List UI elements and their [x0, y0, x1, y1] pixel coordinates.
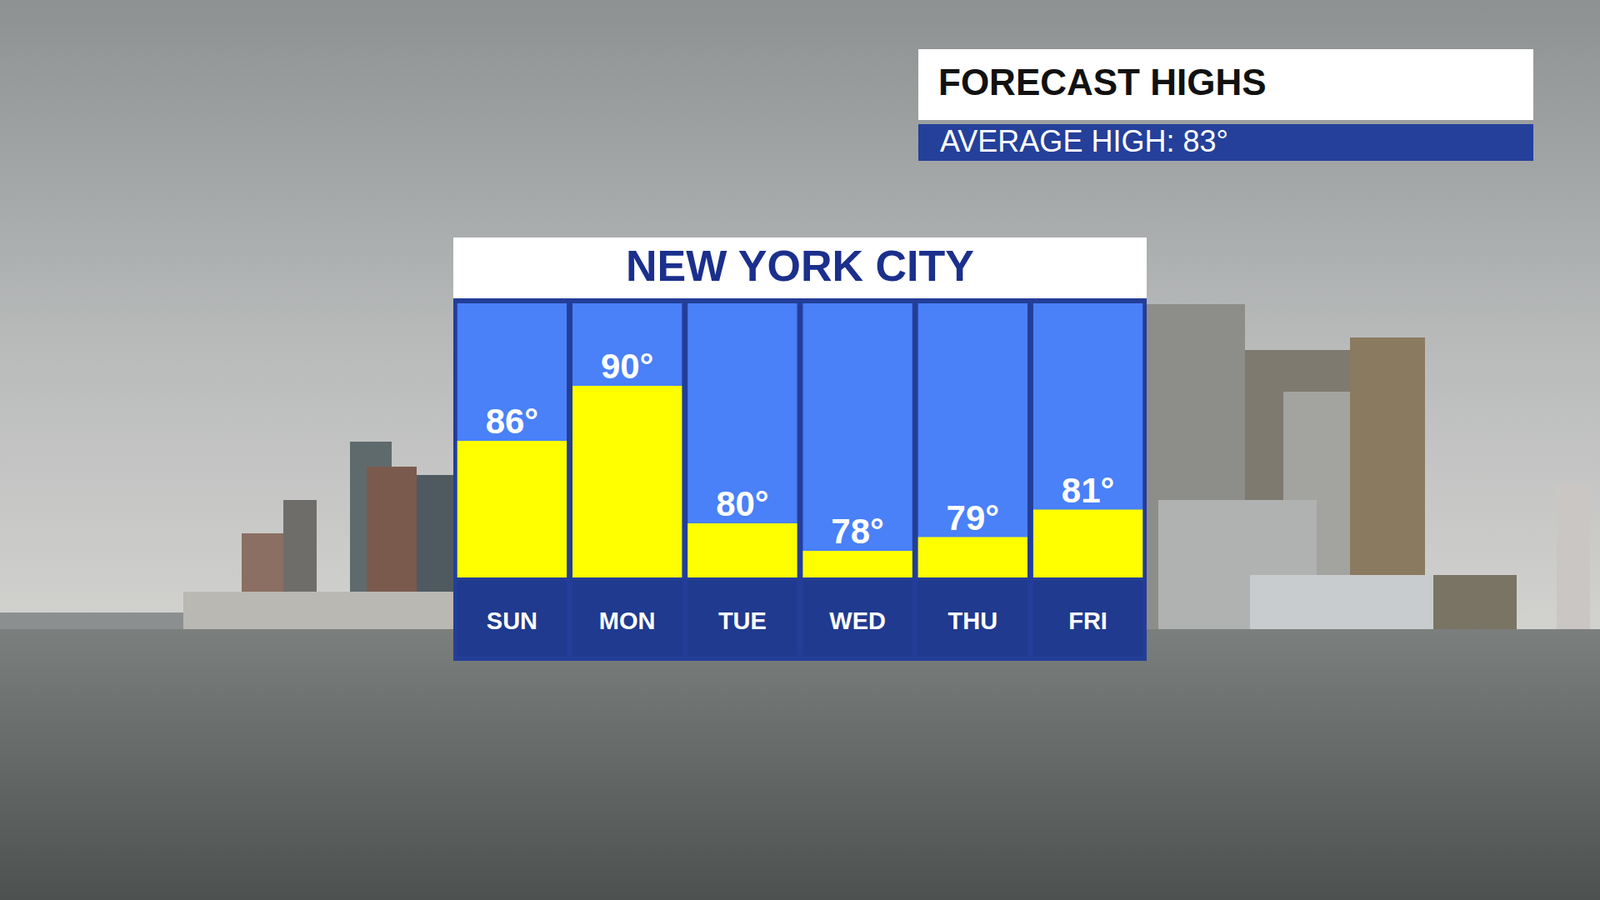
building [183, 591, 459, 634]
x-tick-label: MON [599, 607, 656, 635]
y-axis-line [454, 304, 457, 580]
label-cell [457, 580, 567, 656]
x-tick-label: TUE [718, 607, 767, 635]
bar [457, 440, 567, 579]
label-cell [1033, 580, 1143, 656]
label-cell [918, 580, 1028, 656]
x-tick: TUE [718, 578, 767, 635]
label-cells [457, 580, 1143, 656]
x-tick-label: THU [948, 607, 999, 635]
data-labels: 86° 90° 80° 78° 79° 81° [485, 346, 1115, 551]
x-tick: SUN [486, 578, 538, 635]
bar [1033, 510, 1143, 580]
title-box [453, 237, 1147, 299]
bar [687, 523, 797, 579]
data-label: 90° [600, 346, 655, 386]
bar [802, 550, 912, 579]
annotation: AVERAGE HIGH: 83° [940, 124, 1229, 159]
data-label: 81° [1061, 470, 1115, 510]
column-background [457, 303, 567, 579]
column-background [918, 303, 1028, 579]
label-cell [687, 580, 797, 656]
title: NEW YORK CITY [625, 241, 975, 290]
x-tick: FRI [1068, 578, 1108, 635]
data-label: 79° [946, 498, 1000, 538]
x-tick: WED [829, 578, 886, 635]
building [1556, 483, 1590, 634]
column-background [572, 303, 682, 579]
x-tick: THU [948, 578, 999, 635]
subtitle-box [918, 49, 1534, 120]
x-axis-line [455, 577, 1146, 580]
background [0, 0, 1600, 900]
x-tick-label: WED [829, 607, 886, 635]
annotation-band [918, 124, 1534, 161]
y-axis [455, 304, 456, 580]
x-axis: SUN MON TUE WED THU FRI [455, 578, 1146, 635]
label-cell [572, 580, 682, 656]
column-background [802, 303, 912, 579]
chart-root: FORECAST HIGHS AVERAGE HIGH: 83° NEW YORK … [0, 0, 1600, 900]
column-background [1033, 303, 1143, 579]
x-tick-label: SUN [486, 607, 538, 635]
bar [918, 537, 1028, 580]
panel-frame [453, 298, 1147, 661]
building [1250, 575, 1434, 634]
label-cell [802, 580, 912, 656]
column-background [687, 303, 797, 579]
data-label: 86° [485, 401, 540, 441]
water [0, 629, 1600, 900]
bars [457, 385, 1143, 579]
bar [572, 385, 682, 579]
x-tick: MON [599, 578, 656, 635]
x-tick-label: FRI [1068, 607, 1108, 635]
data-label: 80° [715, 484, 770, 524]
columns [457, 303, 1143, 579]
subtitle: FORECAST HIGHS [938, 61, 1267, 103]
data-label: 78° [830, 511, 885, 551]
